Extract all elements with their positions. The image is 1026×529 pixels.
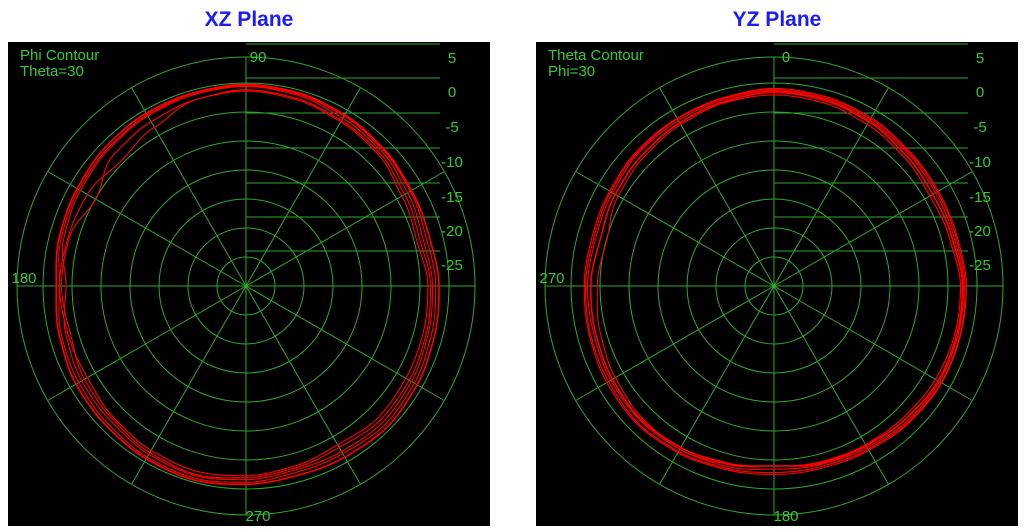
series-curve-4: [60, 89, 432, 479]
radial-tick-label: -25: [969, 257, 991, 274]
contour-info: Theta Contour Phi=30: [548, 48, 644, 80]
xz-plane-panel: XZ Plane 5 0 -5 -10 -15 -20 -25 90 180 270 Phi C…: [8, 0, 490, 529]
series-curve-2: [596, 94, 962, 468]
radial-tick-label: -25: [441, 257, 463, 274]
radial-tick-label: -15: [969, 189, 991, 206]
grid-spoke-150: [575, 171, 775, 287]
grid-spoke-210: [47, 285, 247, 401]
grid-spoke-120: [659, 87, 775, 287]
radial-tick-label: -10: [441, 154, 463, 171]
angle-label-bottom: 180: [773, 508, 798, 525]
radial-tick-label: -10: [969, 154, 991, 171]
radial-tick-label: -5: [973, 119, 986, 136]
series-curve-0: [586, 90, 965, 470]
radial-tick-label: 0: [448, 84, 456, 101]
radial-tick-label: -5: [445, 119, 458, 136]
series-curve-1: [585, 89, 966, 474]
series-curve-2: [58, 90, 429, 477]
contour-value: Phi=30: [548, 63, 596, 80]
angle-label-left: 270: [539, 270, 564, 287]
grid-spoke-30: [245, 171, 445, 287]
radial-tick-label: -20: [969, 223, 991, 240]
polar-plot: 5 0 -5 -10 -15 -20 -25 90 180 270 Phi Contour Th…: [8, 42, 490, 526]
grid-spoke-330: [773, 285, 973, 401]
yz-plane-panel: YZ Plane 5 0 -5 -10 -15 -20 -25 0 270 180 Theta …: [536, 0, 1018, 529]
contour-value: Theta=30: [20, 63, 84, 80]
grid-spoke-300: [773, 285, 889, 485]
series-curve-3: [55, 83, 440, 485]
grid-spoke-300: [245, 285, 361, 485]
radial-tick-label: -20: [441, 223, 463, 240]
chart-title: XZ Plane: [204, 8, 294, 31]
angle-label-top: 0: [782, 49, 790, 66]
grid-spoke-60: [245, 87, 361, 287]
contour-label: Phi Contour: [20, 47, 100, 64]
chart-title: YZ Plane: [732, 8, 822, 31]
polar-plot: 5 0 -5 -10 -15 -20 -25 0 270 180 Theta Contour P…: [536, 42, 1018, 526]
radial-tick-label: 5: [448, 50, 456, 67]
polar-chart-svg: 5 0 -5 -10 -15 -20 -25 90 180 270: [11, 43, 476, 525]
series-curve-3: [590, 91, 964, 467]
radial-tick-label: -15: [441, 189, 463, 206]
series-curve-4: [583, 87, 967, 475]
radial-tick-label: 0: [976, 84, 984, 101]
grid-spoke-120: [131, 87, 247, 287]
angle-label-top: 90: [250, 49, 267, 66]
angle-label-left: 180: [11, 270, 36, 287]
radial-tick-label: 5: [976, 50, 984, 67]
grid-spoke-240: [131, 285, 247, 485]
angle-label-bottom: 270: [245, 508, 270, 525]
grid-spoke-240: [659, 285, 775, 485]
contour-label: Theta Contour: [548, 47, 644, 64]
grid-spoke-210: [575, 285, 775, 401]
contour-info: Phi Contour Theta=30: [20, 48, 99, 80]
polar-chart-svg: 5 0 -5 -10 -15 -20 -25 0 270 180: [539, 43, 1004, 525]
grid-spoke-30: [773, 171, 973, 287]
series-curve-0: [61, 85, 434, 481]
